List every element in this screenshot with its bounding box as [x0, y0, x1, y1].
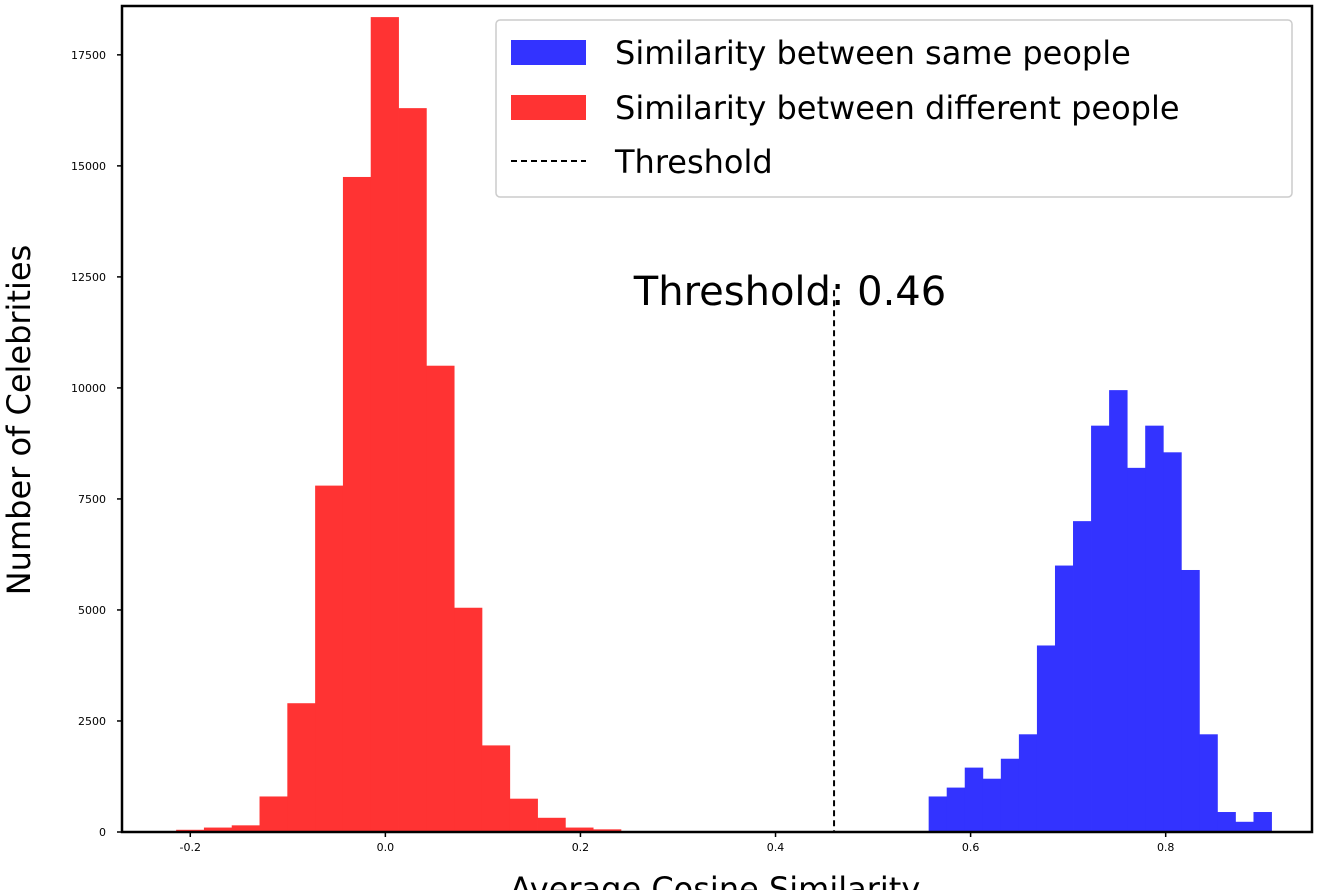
different-people-bar-6: [342, 176, 372, 833]
legend-label-different-people: Similarity between different people: [615, 89, 1180, 127]
same-people-bar-18: [1253, 812, 1272, 832]
legend-box: [495, 19, 1293, 198]
x-tick-label: 0.0: [377, 841, 395, 854]
different-people-bar-2: [231, 825, 260, 832]
different-people-bar-5: [315, 485, 344, 832]
x-axis-label: Average Cosine Similarity: [510, 870, 921, 890]
same-people-bar-12: [1145, 425, 1164, 832]
same-people-histogram: [928, 390, 1272, 832]
y-tick-label: 5000: [78, 604, 106, 617]
threshold-annotation: Threshold: 0.46: [633, 269, 946, 315]
different-people-bar-7: [370, 17, 399, 833]
legend-swatch-same-people: [511, 40, 586, 65]
y-axis-ticks: 0 2500 5000 7500 10000 12500 15000 17500: [71, 49, 122, 839]
y-tick-label: 10000: [71, 382, 106, 395]
y-tick-label: 12500: [71, 271, 106, 284]
different-people-bar-13: [537, 817, 566, 832]
different-people-bar-15: [593, 829, 622, 832]
different-people-bar-11: [481, 745, 511, 832]
same-people-bar-0: [928, 796, 948, 832]
same-people-bar-10: [1109, 390, 1128, 832]
same-people-bar-5: [1018, 734, 1038, 832]
legend-label-threshold: Threshold: [614, 143, 773, 181]
same-people-bar-1: [946, 787, 966, 832]
x-tick-label: 0.2: [572, 841, 590, 854]
same-people-bar-8: [1073, 521, 1092, 832]
legend-label-same-people: Similarity between same people: [615, 34, 1131, 72]
different-people-bar-12: [509, 798, 538, 832]
legend-swatch-different-people: [511, 95, 586, 120]
x-tick-label: 0.6: [962, 841, 980, 854]
x-tick-label: -0.2: [180, 841, 201, 854]
different-people-bar-8: [398, 108, 427, 832]
x-tick-label: 0.8: [1157, 841, 1175, 854]
x-tick-label: 0.4: [767, 841, 785, 854]
legend: Similarity between same people Similarit…: [495, 19, 1293, 198]
y-tick-label: 0: [99, 826, 106, 839]
y-tick-label: 15000: [71, 160, 106, 173]
same-people-bar-9: [1091, 425, 1110, 832]
plot-frame: [120, 4, 1314, 834]
different-people-bar-4: [287, 703, 316, 832]
different-people-bar-14: [565, 827, 594, 832]
same-people-bar-17: [1235, 821, 1254, 832]
same-people-bar-4: [1000, 758, 1020, 832]
different-people-bar-3: [259, 796, 288, 832]
y-axis-label: Number of Celebrities: [0, 245, 38, 596]
x-axis-ticks: -0.2 0.0 0.2 0.4 0.6 0.8: [180, 832, 1175, 854]
same-people-bar-11: [1127, 467, 1146, 832]
y-tick-label: 7500: [78, 493, 106, 506]
y-tick-label: 17500: [71, 49, 106, 62]
same-people-bar-13: [1163, 452, 1182, 832]
same-people-bar-2: [964, 767, 984, 832]
different-people-bar-1: [203, 827, 233, 832]
y-tick-label: 2500: [78, 715, 106, 728]
same-people-bar-16: [1217, 812, 1236, 832]
different-people-bar-10: [454, 607, 483, 832]
different-people-bar-9: [426, 365, 455, 832]
same-people-bar-14: [1181, 569, 1200, 832]
same-people-bar-3: [982, 778, 1002, 832]
different-people-histogram: [176, 17, 622, 833]
same-people-bar-6: [1036, 645, 1056, 832]
same-people-bar-7: [1054, 565, 1074, 832]
same-people-bar-15: [1199, 734, 1218, 832]
